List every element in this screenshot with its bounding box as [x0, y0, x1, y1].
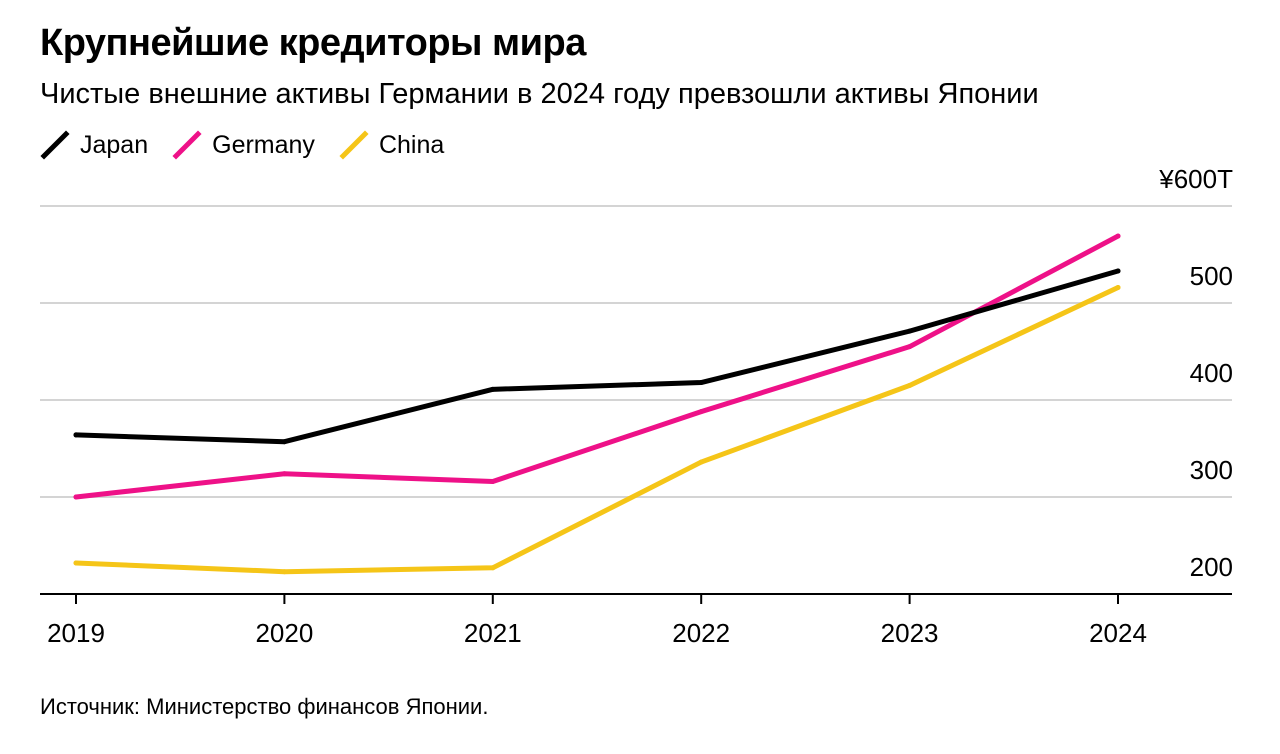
data-point-germany-2020	[281, 471, 287, 477]
y-tick-label-500: 500	[1190, 261, 1233, 291]
data-point-japan-2024	[1115, 268, 1121, 274]
data-point-japan-2020	[281, 439, 287, 445]
legend-label-germany: Germany	[212, 130, 315, 159]
x-tick-label-2021: 2021	[464, 618, 522, 648]
y-tick-label-400: 400	[1190, 358, 1233, 388]
series-line-japan	[73, 268, 1121, 445]
legend-label-japan: Japan	[80, 130, 149, 159]
y-axis: ¥600T 500 400 300 200	[1158, 164, 1233, 582]
grid-layer	[40, 205, 1232, 498]
legend-line-china	[339, 130, 369, 160]
data-point-germany-2019	[73, 494, 79, 500]
data-point-japan-2021	[490, 386, 496, 392]
data-point-china-2021	[490, 565, 496, 571]
data-point-china-2019	[73, 560, 79, 566]
legend-item-japan: Japan	[40, 130, 148, 160]
series-layer	[73, 233, 1121, 575]
data-point-germany-2024	[1115, 233, 1121, 239]
legend-item-china: China	[339, 130, 444, 160]
x-tick-label-2022: 2022	[672, 618, 730, 648]
legend-label-china: China	[378, 130, 445, 159]
chart-legend: Japan Germany China	[40, 128, 468, 162]
y-tick-label-300: 300	[1190, 455, 1233, 485]
x-tick-label-2019: 2019	[47, 618, 105, 648]
data-point-china-2023	[907, 382, 913, 388]
data-point-china-2020	[281, 569, 287, 575]
series-line-china	[73, 284, 1121, 575]
data-point-japan-2019	[73, 432, 79, 438]
chart-source: Источник: Министерство финансов Японии.	[40, 694, 489, 719]
legend-swatch-china	[339, 130, 369, 160]
x-tick-label-2023: 2023	[881, 618, 939, 648]
y-tick-label-600: ¥600T	[1158, 164, 1233, 194]
legend-swatch-germany	[172, 130, 202, 160]
x-tick-label-2020: 2020	[255, 618, 313, 648]
x-axis: 2019 2020 2021 2022 2023 2024	[40, 593, 1232, 648]
series-line-germany	[73, 233, 1121, 500]
chart-title: Крупнейшие кредиторы мира	[40, 22, 586, 64]
legend-item-germany: Germany	[172, 130, 315, 160]
data-point-japan-2023	[907, 328, 913, 334]
data-point-germany-2023	[907, 344, 913, 350]
legend-line-japan	[40, 130, 70, 160]
legend-swatch-japan	[40, 130, 70, 160]
data-point-china-2022	[698, 459, 704, 465]
data-point-germany-2021	[490, 478, 496, 484]
data-point-japan-2022	[698, 380, 704, 386]
data-point-china-2024	[1115, 284, 1121, 290]
legend-line-germany	[172, 130, 202, 160]
x-tick-label-2024: 2024	[1089, 618, 1147, 648]
data-point-germany-2022	[698, 409, 704, 415]
chart-subtitle: Чистые внешние активы Германии в 2024 го…	[40, 78, 1039, 110]
y-tick-label-200: 200	[1190, 552, 1233, 582]
